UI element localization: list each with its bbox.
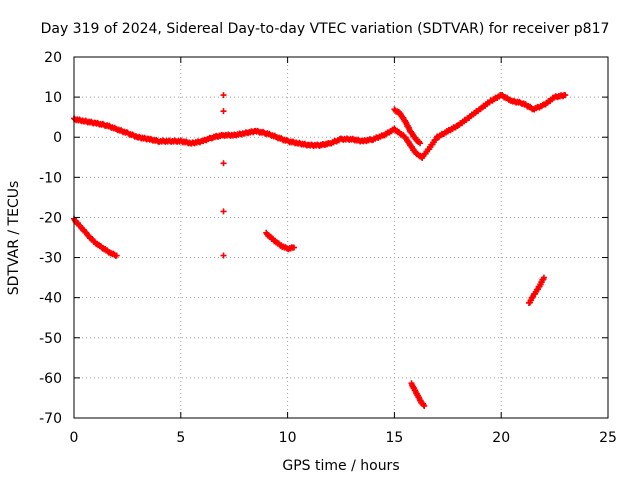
series-group	[525, 274, 547, 306]
x-tick-label: 25	[599, 430, 617, 446]
data-points	[71, 91, 569, 409]
y-tick-label: -40	[39, 291, 62, 307]
x-tick-label: 10	[279, 430, 297, 446]
data-point-marker	[113, 252, 120, 259]
x-axis-label: GPS time / hours	[282, 458, 399, 474]
x-tick-label: 5	[176, 430, 185, 446]
grid-lines	[74, 57, 608, 418]
series-group	[263, 229, 298, 253]
series-group	[71, 91, 569, 161]
y-axis-label: SDTVAR / TECUs	[6, 181, 22, 296]
data-point-marker	[220, 252, 227, 259]
data-point-marker	[220, 160, 227, 167]
data-point-marker	[220, 208, 227, 215]
y-tick-label: 10	[44, 90, 62, 106]
y-tick-label: -30	[39, 251, 62, 267]
y-tick-label: -10	[39, 170, 62, 186]
data-point-marker	[220, 92, 227, 99]
series-group	[391, 106, 424, 147]
plot-frame	[73, 56, 609, 419]
data-point-marker	[421, 402, 428, 409]
y-tick-label: 0	[53, 130, 62, 146]
y-tick-label: -20	[39, 210, 62, 226]
chart-title: Day 319 of 2024, Sidereal Day-to-day VTE…	[41, 21, 610, 37]
data-point-marker	[417, 140, 424, 147]
y-tick-label: -70	[39, 411, 62, 427]
data-point-marker	[220, 108, 227, 115]
axis-ticks: 0 5 10 15 20 25 20 10 0 -10 -20 -30 -40 -50 -60 -70	[39, 50, 617, 446]
data-point-marker	[540, 274, 547, 281]
series-group	[408, 380, 428, 409]
x-tick-label: 0	[70, 430, 79, 446]
series-group	[220, 92, 227, 259]
data-point-marker	[291, 244, 298, 251]
x-tick-label: 15	[385, 430, 403, 446]
y-tick-label: -60	[39, 371, 62, 387]
y-tick-label: 20	[44, 50, 62, 66]
y-tick-label: -50	[39, 331, 62, 347]
x-tick-label: 20	[492, 430, 510, 446]
data-point-marker	[562, 92, 569, 99]
